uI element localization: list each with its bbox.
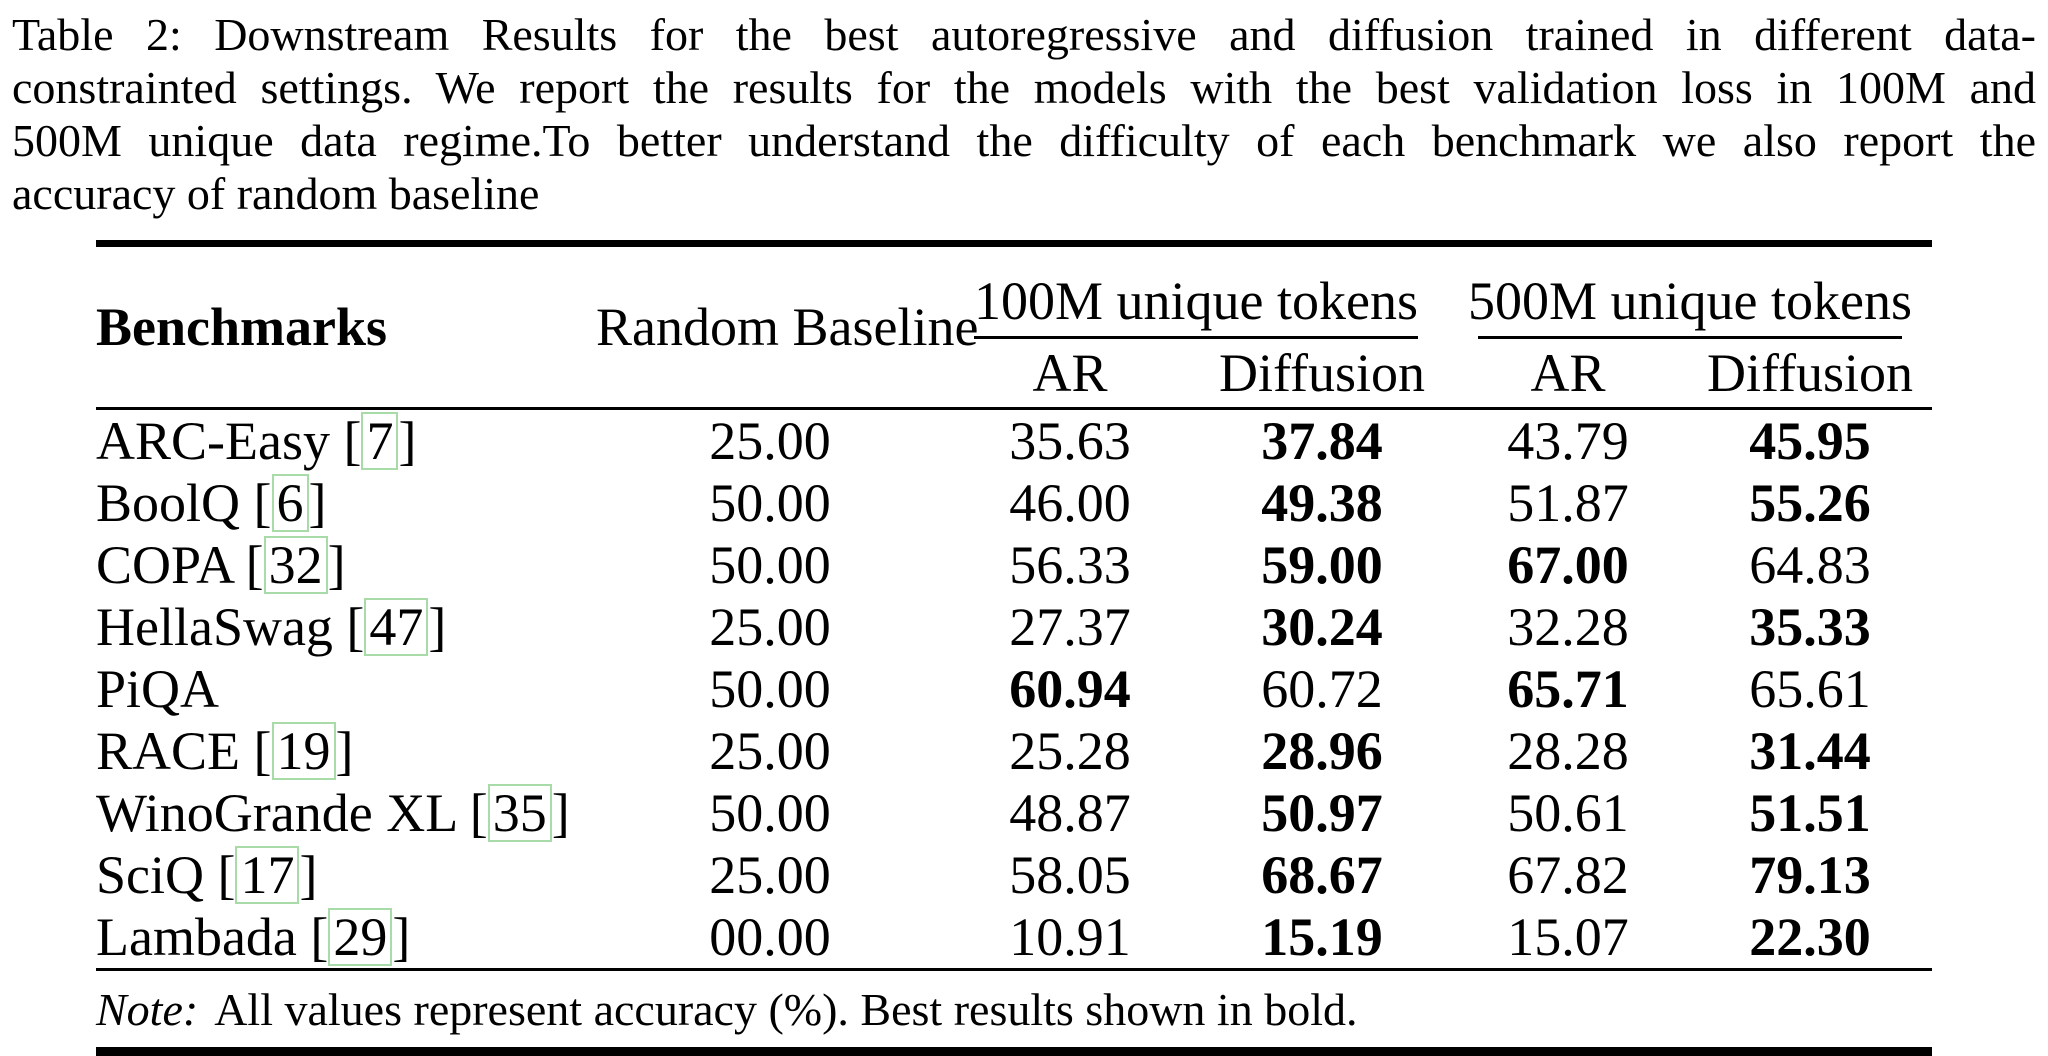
subheader-ar-500m: AR <box>1448 339 1689 410</box>
citation-link[interactable]: 47 <box>364 598 429 656</box>
value-cell: 28.28 <box>1507 721 1629 781</box>
value-cell: 22.30 <box>1749 907 1871 967</box>
value-cell: 25.28 <box>1009 721 1131 781</box>
value-cell: 68.67 <box>1261 845 1383 905</box>
value-cell: 51.51 <box>1749 783 1871 843</box>
value-cell: 50.61 <box>1507 783 1629 843</box>
table-row: RACE [19] 25.00 25.28 28.96 28.28 31.44 <box>96 720 1932 782</box>
benchmark-cell: SciQ [17] <box>96 845 318 905</box>
value-cell: 45.95 <box>1749 411 1871 471</box>
value-cell: 15.19 <box>1261 907 1383 967</box>
benchmark-results-table: Benchmarks Random Baseline 100M unique t… <box>96 240 1933 1056</box>
citation-link[interactable]: 19 <box>271 722 336 780</box>
value-cell: 65.71 <box>1507 659 1629 719</box>
caption-line: constrainted settings. We report the res… <box>12 62 2036 113</box>
value-cell: 67.00 <box>1507 535 1629 595</box>
value-cell: 56.33 <box>1009 535 1131 595</box>
value-cell: 58.05 <box>1009 845 1131 905</box>
value-cell: 55.26 <box>1749 473 1871 533</box>
column-group-100m: 100M unique tokens <box>944 244 1448 339</box>
value-cell: 28.96 <box>1261 721 1383 781</box>
benchmark-cell: ARC-Easy [7] <box>96 411 417 471</box>
value-cell: 32.28 <box>1507 597 1629 657</box>
value-cell: 35.63 <box>1009 411 1131 471</box>
group-underline <box>974 336 1419 339</box>
random-baseline-cell: 25.00 <box>709 721 831 781</box>
value-cell: 31.44 <box>1749 721 1871 781</box>
benchmark-cell: WinoGrande XL [35] <box>96 783 570 843</box>
value-cell: 30.24 <box>1261 597 1383 657</box>
value-cell: 46.00 <box>1009 473 1131 533</box>
note-label: Note: <box>96 983 199 1035</box>
caption-line: Table 2: Downstream Results for the best… <box>12 9 2036 60</box>
benchmark-cell: PiQA <box>96 659 220 719</box>
random-baseline-cell: 25.00 <box>709 845 831 905</box>
random-baseline-cell: 25.00 <box>709 597 831 657</box>
value-cell: 79.13 <box>1749 845 1871 905</box>
table-note: Note: All values represent accuracy (%). … <box>96 968 1933 1056</box>
note-text: All values represent accuracy (%). Best … <box>214 983 1358 1035</box>
citation-link[interactable]: 29 <box>328 908 393 966</box>
group-underline <box>1478 336 1903 339</box>
value-cell: 50.97 <box>1261 783 1383 843</box>
benchmark-cell: BoolQ [6] <box>96 473 327 533</box>
value-cell: 35.33 <box>1749 597 1871 657</box>
citation-link[interactable]: 17 <box>235 846 300 904</box>
value-cell: 48.87 <box>1009 783 1131 843</box>
table-row: ARC-Easy [7] 25.00 35.63 37.84 43.79 45.95 <box>96 409 1932 473</box>
table-footer: Note: All values represent accuracy (%). … <box>96 968 1933 1056</box>
value-cell: 65.61 <box>1749 659 1871 719</box>
random-baseline-cell: 00.00 <box>709 907 831 967</box>
table-body: ARC-Easy [7] 25.00 35.63 37.84 43.79 45.95 Boo… <box>96 409 1932 970</box>
caption-line: accuracy of random baseline <box>12 168 540 219</box>
benchmark-cell: HellaSwag [47] <box>96 597 447 657</box>
subheader-diffusion-100m: Diffusion <box>1196 339 1449 410</box>
group-label-100m: 100M unique tokens <box>974 271 1418 331</box>
table-row: Lambada [29] 00.00 10.91 15.19 15.07 22.30 <box>96 906 1932 970</box>
column-header-random-baseline: Random Baseline <box>596 243 978 410</box>
citation-link[interactable]: 32 <box>263 536 328 594</box>
subheader-ar-100m: AR <box>944 339 1196 410</box>
results-table: Benchmarks Random Baseline 100M unique t… <box>96 240 1933 1056</box>
caption-line: 500M unique data regime.To better unders… <box>12 115 2036 166</box>
group-label-500m: 500M unique tokens <box>1468 271 1913 331</box>
value-cell: 43.79 <box>1507 411 1629 471</box>
subheader-diffusion-500m: Diffusion <box>1688 339 1933 410</box>
value-cell: 59.00 <box>1261 535 1383 595</box>
citation-link[interactable]: 35 <box>487 784 552 842</box>
table-row: PiQA 50.00 60.94 60.72 65.71 65.61 <box>96 658 1932 720</box>
random-baseline-cell: 50.00 <box>709 535 831 595</box>
table-row: WinoGrande XL [35] 50.00 48.87 50.97 50.61 51… <box>96 782 1932 844</box>
value-cell: 67.82 <box>1507 845 1629 905</box>
value-cell: 37.84 <box>1261 411 1383 471</box>
random-baseline-cell: 25.00 <box>709 411 831 471</box>
table-row: HellaSwag [47] 25.00 27.37 30.24 32.28 35.33 <box>96 596 1932 658</box>
citation-link[interactable]: 6 <box>271 474 309 532</box>
value-cell: 10.91 <box>1009 907 1131 967</box>
column-header-benchmarks: Benchmarks <box>96 243 596 410</box>
column-group-500m: 500M unique tokens <box>1448 244 1932 339</box>
random-baseline-cell: 50.00 <box>709 473 831 533</box>
value-cell: 51.87 <box>1507 473 1629 533</box>
value-cell: 49.38 <box>1261 473 1383 533</box>
benchmark-cell: COPA [32] <box>96 535 346 595</box>
table-row: BoolQ [6] 50.00 46.00 49.38 51.87 55.26 <box>96 472 1932 534</box>
benchmark-cell: RACE [19] <box>96 721 354 781</box>
random-baseline-cell: 50.00 <box>709 659 831 719</box>
value-cell: 27.37 <box>1009 597 1131 657</box>
table-row: SciQ [17] 25.00 58.05 68.67 67.82 79.13 <box>96 844 1932 906</box>
table-header: Benchmarks Random Baseline 100M unique t… <box>96 243 1933 410</box>
citation-link[interactable]: 7 <box>361 412 399 470</box>
benchmark-cell: Lambada [29] <box>96 907 411 967</box>
table-row: COPA [32] 50.00 56.33 59.00 67.00 64.83 <box>96 534 1932 596</box>
value-cell: 64.83 <box>1749 535 1871 595</box>
random-baseline-cell: 50.00 <box>709 783 831 843</box>
value-cell: 15.07 <box>1507 907 1629 967</box>
value-cell: 60.72 <box>1261 659 1383 719</box>
value-cell: 60.94 <box>1009 659 1131 719</box>
table-caption: Table 2: Downstream Results for the best… <box>12 8 2036 220</box>
